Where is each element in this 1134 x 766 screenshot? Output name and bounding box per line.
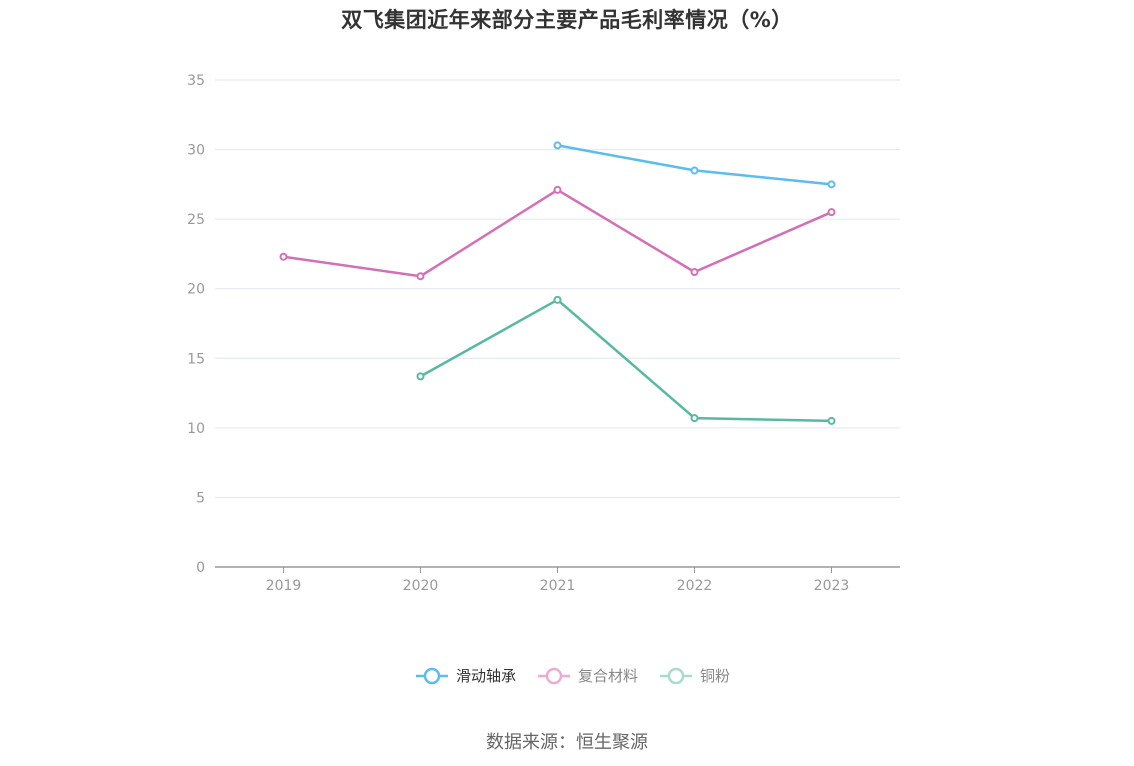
- legend-label: 滑动轴承: [456, 667, 516, 685]
- data-point[interactable]: [827, 180, 836, 189]
- legend-item-2[interactable]: 复合材料: [538, 667, 638, 685]
- data-point[interactable]: [553, 295, 562, 304]
- grid-lines: [215, 79, 900, 498]
- y-tick-label: 20: [187, 282, 205, 298]
- legend-item-1[interactable]: 滑动轴承: [416, 667, 516, 685]
- legend-label: 铜粉: [700, 667, 730, 685]
- y-tick-label: 25: [187, 212, 205, 228]
- legend-marker-icon: [545, 667, 563, 685]
- data-point[interactable]: [827, 208, 836, 217]
- x-tick-label: 2022: [677, 578, 713, 594]
- series-2: [279, 185, 836, 281]
- data-point[interactable]: [690, 414, 699, 423]
- x-tick-label: 2021: [540, 578, 576, 594]
- legend-marker-icon: [423, 667, 441, 685]
- x-tick-label: 2020: [403, 578, 439, 594]
- data-point[interactable]: [416, 272, 425, 281]
- data-point[interactable]: [553, 141, 562, 150]
- axes: 0 5 10 15 20 25 30 35 2019 2020 2021 2022 2023: [187, 73, 900, 594]
- y-tick-label: 35: [187, 73, 205, 89]
- series-lines: [279, 141, 836, 425]
- series-1: [553, 141, 836, 189]
- data-point[interactable]: [553, 185, 562, 194]
- y-tick-label: 5: [196, 490, 205, 506]
- data-point[interactable]: [827, 416, 836, 425]
- data-point[interactable]: [279, 252, 288, 261]
- legend-marker-icon: [667, 667, 685, 685]
- source-note: 数据来源：恒生聚源: [486, 732, 648, 753]
- x-tick-label: 2019: [266, 578, 302, 594]
- series-line: [419, 298, 832, 423]
- legend-label: 复合材料: [578, 667, 638, 685]
- legend[interactable]: 滑动轴承 复合材料 铜粉: [416, 667, 730, 685]
- y-tick-label: 10: [187, 421, 205, 437]
- series-3: [416, 295, 836, 425]
- y-tick-label: 0: [196, 560, 205, 576]
- data-point[interactable]: [690, 166, 699, 175]
- y-tick-label: 30: [187, 143, 205, 159]
- x-tick-label: 2023: [814, 578, 850, 594]
- series-line: [283, 188, 833, 278]
- y-tick-label: 15: [187, 351, 205, 367]
- chart-title: 双飞集团近年来部分主要产品毛利率情况（%）: [341, 8, 793, 32]
- legend-item-3[interactable]: 铜粉: [660, 667, 730, 685]
- data-point[interactable]: [416, 372, 425, 381]
- data-point[interactable]: [690, 268, 699, 277]
- series-line: [557, 144, 832, 186]
